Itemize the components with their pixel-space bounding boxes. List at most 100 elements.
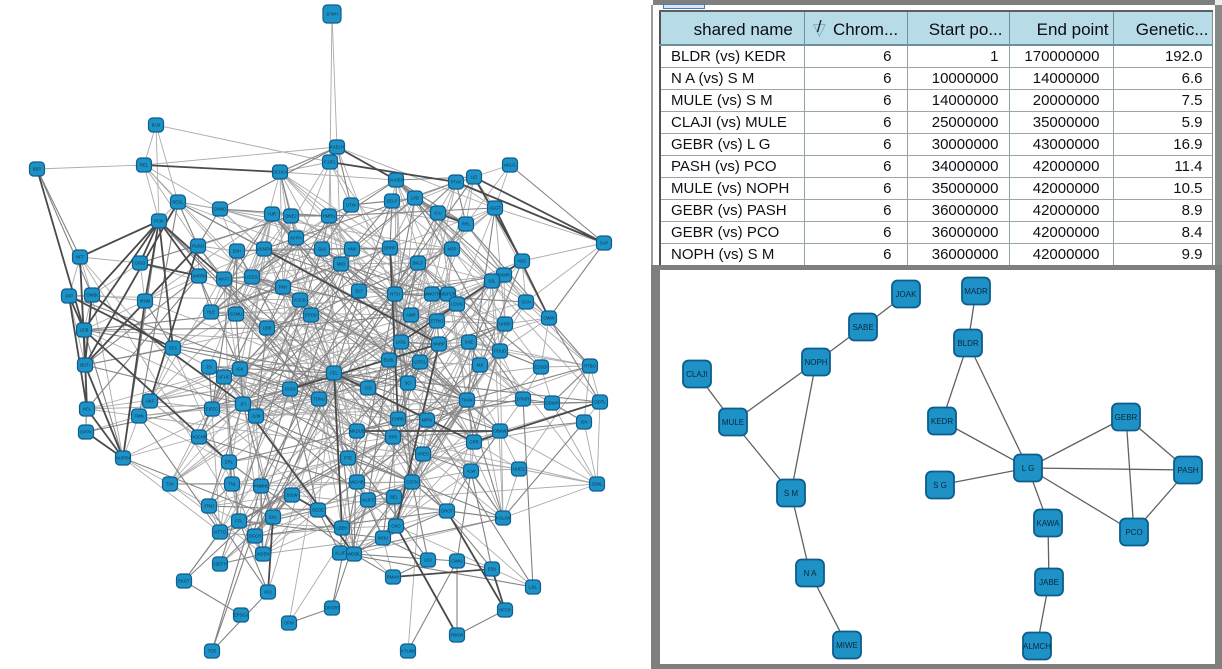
svg-text:OBKW: OBKW [494,429,507,434]
svg-text:TKAN: TKAN [461,398,472,403]
svg-text:GIGD: GIGD [135,261,146,266]
svg-text:PAMR: PAMR [498,273,510,278]
svg-text:HUEG: HUEG [513,467,525,472]
svg-text:WOU: WOU [378,536,388,541]
svg-text:JOP: JOP [65,294,73,299]
svg-text:LID: LID [471,175,478,180]
svg-text:LKSL: LKSL [396,340,407,345]
svg-text:POUD: POUD [494,349,506,354]
svg-text:LJLL: LJLL [528,585,538,590]
svg-text:MSP: MSP [447,247,456,252]
svg-text:DTKIR: DTKIR [517,397,530,402]
svg-text:EHRB: EHRB [392,417,404,422]
svg-text:EIFEC: EIFEC [206,407,218,412]
svg-text:LOUG: LOUG [451,302,463,307]
svg-text:ALMCH: ALMCH [1023,642,1051,651]
svg-text:KSCB: KSCB [294,298,306,303]
svg-text:BJLW: BJLW [287,493,298,498]
svg-text:CLAJI: CLAJI [686,370,708,379]
svg-text:EKH: EKH [233,249,242,254]
svg-text:EPOD: EPOD [305,313,317,318]
svg-text:RRL: RRL [462,222,471,227]
svg-text:BIJII: BIJII [152,123,160,128]
svg-text:HJR: HJR [268,212,276,217]
svg-text:PKH: PKH [279,285,288,290]
svg-text:DNEJ: DNEJ [286,214,297,219]
svg-text:JSEFH: JSEFH [213,562,226,567]
svg-text:MIRN: MIRN [422,418,433,423]
svg-text:JFI: JFI [240,402,246,407]
svg-text:GKL: GKL [269,515,278,520]
svg-text:SGMU: SGMU [230,312,243,317]
svg-text:HCL: HCL [83,407,92,412]
svg-text:EOSDI: EOSDI [534,365,547,370]
svg-text:PTE: PTE [344,456,352,461]
svg-text:KKLG: KKLG [504,163,515,168]
svg-text:ALW: ALW [467,469,476,474]
svg-text:REL: REL [140,163,149,168]
svg-text:TAK: TAK [166,482,174,487]
svg-text:RTBO: RTBO [584,364,596,369]
svg-text:WDIBL: WDIBL [347,552,361,557]
svg-text:MIWE: MIWE [836,641,858,650]
svg-text:UOI: UOI [424,558,431,563]
svg-text:FMN: FMN [134,414,143,419]
svg-text:TDNU: TDNU [313,397,325,402]
svg-text:CGFN: CGFN [406,480,418,485]
svg-text:WGHB: WGHB [350,480,363,485]
svg-text:UFUC: UFUC [218,375,230,380]
svg-text:GEBR: GEBR [1115,413,1138,422]
svg-text:AGGT: AGGT [489,206,501,211]
svg-text:BKLF: BKLF [413,261,424,266]
svg-text:MKDUE: MKDUE [349,429,364,434]
svg-text:HLE: HLE [207,310,215,315]
svg-text:ORTPR: ORTPR [325,606,340,611]
svg-text:HFCR: HFCR [499,608,511,613]
svg-text:JOAK: JOAK [896,290,918,299]
svg-text:HNK: HNK [348,247,357,252]
svg-text:MIID: MIID [337,262,346,267]
svg-text:SJL: SJL [488,279,496,284]
svg-text:GOH: GOH [521,300,531,305]
svg-text:S G: S G [933,481,947,490]
svg-text:MWCTN: MWCTN [424,292,440,297]
svg-text:IADEN: IADEN [257,552,270,557]
svg-text:FEL: FEL [330,371,338,376]
svg-text:GLK: GLK [318,247,327,252]
svg-text:NOPH: NOPH [804,358,827,367]
svg-text:LBEH: LBEH [337,526,348,531]
svg-text:EUBL: EUBL [384,358,396,363]
svg-text:ICU: ICU [434,211,441,216]
svg-text:GRR: GRR [469,440,478,445]
svg-text:FJJFL: FJJFL [324,160,336,165]
svg-text:KEDR: KEDR [931,417,953,426]
svg-text:BEL: BEL [390,495,399,500]
svg-text:EKOT: EKOT [178,579,190,584]
svg-text:JABE: JABE [1039,578,1059,587]
svg-text:OCUCA: OCUCA [272,170,287,175]
svg-text:UGEJL: UGEJL [245,275,259,280]
svg-text:IGK: IGK [236,367,243,372]
svg-text:JGSO: JGSO [284,387,296,392]
svg-text:HMRU: HMRU [323,214,336,219]
svg-text:ETRIO: ETRIO [431,319,445,324]
svg-text:BUTI: BUTI [80,363,90,368]
svg-text:L G: L G [1022,464,1035,473]
svg-text:NFT: NFT [76,255,85,260]
svg-text:FFL: FFL [235,519,243,524]
svg-text:SABE: SABE [852,323,873,332]
svg-text:HPES: HPES [417,452,429,457]
svg-text:AIMF: AIMF [406,313,416,318]
svg-text:MULE: MULE [722,418,744,427]
svg-text:KOLJW: KOLJW [496,516,510,521]
svg-text:BEP: BEP [33,167,42,172]
svg-text:USNFN: USNFN [257,247,271,252]
svg-text:TNL: TNL [228,482,237,487]
svg-text:DGCR: DGCR [249,534,261,539]
svg-text:ISH: ISH [581,420,588,425]
svg-text:KAELH: KAELH [330,145,344,150]
svg-text:OWBI: OWBI [86,293,97,298]
svg-text:EPSGJ: EPSGJ [234,613,248,618]
svg-text:JTMJ: JTMJ [204,504,214,509]
svg-text:RMAH: RMAH [387,575,399,580]
